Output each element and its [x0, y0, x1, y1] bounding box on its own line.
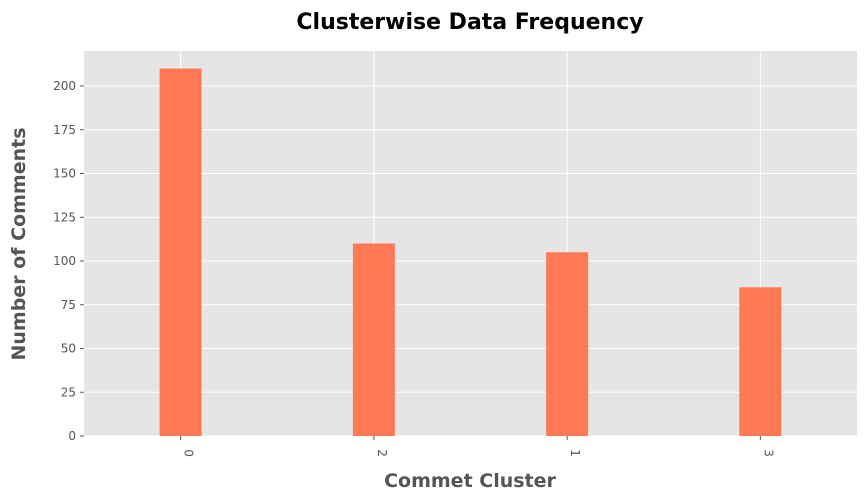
y-tick-label: 75 [61, 298, 76, 312]
y-ticks: 0 25 50 75 100 125 150 175 200 [53, 79, 84, 443]
y-tick-label: 125 [53, 210, 76, 224]
x-tick-label: 0 [182, 449, 196, 457]
x-axis-label: Commet Cluster [384, 470, 556, 492]
bars [159, 68, 782, 436]
y-tick-label: 0 [68, 429, 76, 443]
y-tick-label: 175 [53, 123, 76, 137]
x-tick-label: 1 [568, 449, 582, 457]
y-tick-label: 100 [53, 254, 76, 268]
plot-area [84, 51, 857, 436]
y-tick-label: 150 [53, 167, 76, 181]
bar-cluster-3 [739, 287, 782, 436]
y-tick-label: 25 [61, 385, 76, 399]
x-tick-label: 2 [375, 449, 389, 457]
x-tick-label: 3 [761, 449, 775, 457]
x-ticks: 0 2 1 3 [180, 436, 775, 457]
chart-title: Clusterwise Data Frequency [296, 10, 643, 35]
y-axis-label: Number of Comments [8, 127, 30, 360]
y-tick-label: 50 [61, 342, 76, 356]
bar-cluster-0 [159, 68, 202, 436]
bar-cluster-1 [546, 252, 589, 436]
y-tick-label: 200 [53, 79, 76, 93]
bar-cluster-2 [352, 243, 395, 436]
